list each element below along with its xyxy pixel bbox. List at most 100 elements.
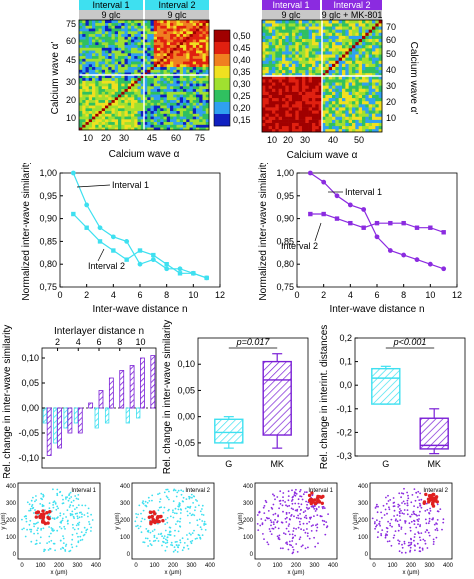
heatmap-cell <box>166 105 171 109</box>
heatmap-cell <box>275 79 279 83</box>
heatmap-cell <box>265 91 269 95</box>
heatmap-cell <box>189 88 194 92</box>
cell-dot <box>185 498 188 500</box>
y-tick-label: -0,3 <box>336 451 352 461</box>
heatmap-cell <box>163 55 168 59</box>
cell-dot <box>164 518 167 521</box>
heatmap-cell <box>189 44 194 48</box>
heatmap-cell <box>137 119 142 123</box>
heatmap-cell <box>348 85 353 89</box>
heatmap-cell <box>355 35 359 39</box>
map-x-tick: 400 <box>443 563 454 569</box>
heatmap-cell <box>101 25 106 29</box>
heatmap-cell <box>101 110 106 114</box>
heatmap-cell <box>137 99 142 103</box>
heatmap-cell <box>345 79 349 83</box>
heatmap-cell <box>322 91 326 95</box>
heatmap-cell <box>338 44 343 49</box>
heatmap-cell <box>150 58 155 62</box>
heatmap-cell <box>196 83 200 87</box>
p-value-label: p<0.001 <box>393 337 427 347</box>
heatmap-cell <box>298 100 303 105</box>
cell-dot <box>74 495 77 497</box>
data-point <box>177 271 183 276</box>
heatmap-cell <box>325 113 329 117</box>
heatmap-cell <box>131 91 135 95</box>
cell-dot <box>186 538 189 540</box>
heatmap-cell <box>202 64 207 68</box>
heatmap-cell <box>186 108 190 112</box>
heatmap-cell <box>318 85 323 89</box>
heatmap-cell <box>312 100 316 105</box>
heatmap-cell <box>199 20 203 24</box>
cell-dot <box>51 517 54 520</box>
colorbar-steps <box>214 30 230 127</box>
cell-dot <box>292 548 295 551</box>
heatmap-cell <box>348 107 353 111</box>
heatmap-mk-ytick: 30 <box>386 81 396 91</box>
cell-dot <box>74 512 77 515</box>
heatmap-cell <box>176 110 181 114</box>
heatmap-cell <box>192 105 197 109</box>
heatmap-cell <box>92 47 96 51</box>
heatmap-cell <box>272 44 276 49</box>
heatmap-cell <box>101 121 106 125</box>
heatmap-cell <box>147 86 151 90</box>
cell-dot <box>319 515 322 517</box>
cell-dot <box>67 522 69 525</box>
cell-dot <box>177 546 180 549</box>
heatmap-cell <box>127 72 132 76</box>
heatmap-cell <box>189 108 194 112</box>
heatmap-cell <box>114 121 119 125</box>
heatmap-cell <box>118 42 122 46</box>
heatmap-cell <box>298 113 303 117</box>
bar-mk <box>129 365 135 409</box>
heatmap-cell <box>372 76 376 80</box>
heatmap-cell <box>265 51 269 55</box>
heatmap-cell <box>108 88 112 92</box>
heatmap-cell <box>189 36 194 40</box>
heatmap-cell <box>202 124 207 128</box>
cell-dot <box>298 538 301 541</box>
heatmap-cell <box>160 77 164 81</box>
heatmap-cell <box>144 66 148 70</box>
heatmap-cell <box>272 51 276 55</box>
heatmap-cell <box>98 50 103 54</box>
heatmap-cell <box>202 127 207 131</box>
cell-dot <box>262 533 264 535</box>
cell-dot <box>295 528 297 530</box>
cell-dot <box>173 546 176 548</box>
heatmap-glc-yticks: 10 20 30 45 60 75 <box>66 19 76 123</box>
heatmap-cell <box>144 53 148 57</box>
heatmap-cell <box>163 39 168 43</box>
heatmap-cell <box>328 44 333 49</box>
cell-dot <box>144 500 147 503</box>
heatmap-cell <box>137 50 142 54</box>
heatmap-cell <box>95 80 99 84</box>
heatmap-cell <box>278 63 283 67</box>
heatmap-cell <box>358 97 363 102</box>
heatmap-cell <box>137 66 142 70</box>
cell-dot <box>431 518 434 521</box>
heatmap-cell <box>137 124 142 128</box>
heatmap-cell <box>170 42 174 46</box>
heatmap-cell <box>176 33 181 37</box>
heatmap-cell <box>282 85 286 89</box>
cell-dot <box>40 492 43 495</box>
heatmap-cell <box>288 54 293 58</box>
bar-mk <box>46 407 52 456</box>
heatmap-cell <box>92 64 96 68</box>
heatmap-cell <box>352 116 356 120</box>
heatmap-cell <box>275 35 279 39</box>
heatmap-cell <box>355 76 359 80</box>
y-tick-label: -0,05 <box>18 428 39 438</box>
heatmap-cell <box>375 97 379 102</box>
heatmap-cell <box>325 20 329 24</box>
heatmap-cell <box>375 51 379 55</box>
heatmap-cell <box>79 36 83 40</box>
heatmap-cell <box>285 29 289 33</box>
cell-dot <box>277 515 279 518</box>
heatmap-cell <box>153 80 158 84</box>
cell-dot <box>282 492 285 494</box>
cell-dot <box>291 502 294 505</box>
